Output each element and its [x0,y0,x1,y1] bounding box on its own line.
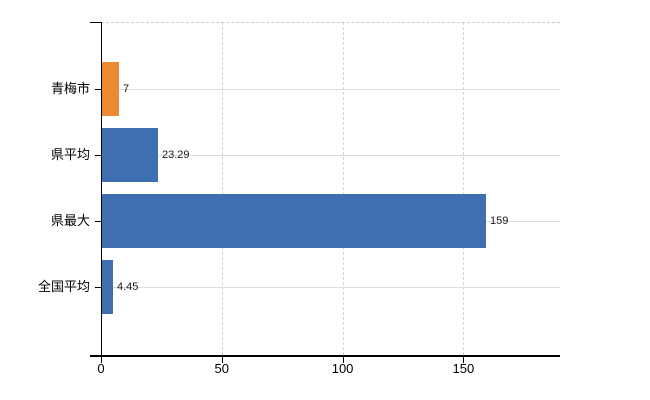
bar-value-label: 4.45 [117,281,139,293]
y-axis [101,22,102,355]
bar [102,194,486,248]
category-label: 全国平均 [37,279,90,294]
category-tick [95,89,101,90]
plot-top-border [101,22,560,23]
x-tick [342,357,344,363]
category-gridline [101,89,560,90]
x-tick [101,357,102,363]
bar [102,62,119,116]
gridline-vertical [221,22,223,355]
bar-value-label: 159 [490,215,509,227]
x-tick [463,357,465,363]
bar [102,128,158,182]
x-tick-label: 100 [331,361,354,376]
x-tick-label: 50 [214,361,230,376]
category-gridline [101,287,560,288]
bar-value-label: 7 [123,83,130,95]
category-tick [95,221,101,222]
bar-value-label: 23.29 [162,149,190,161]
y-axis-top-tick [90,22,101,23]
gridline-vertical [463,22,465,355]
category-label: 県平均 [50,147,90,162]
category-label: 青梅市 [50,81,90,96]
gridline-vertical [342,22,344,355]
x-axis [90,355,560,357]
category-gridline [101,155,560,156]
bar [102,260,113,314]
x-tick-label: 0 [97,361,105,376]
category-tick [95,287,101,288]
category-tick [95,155,101,156]
category-label: 県最大 [50,213,90,228]
x-tick-label: 150 [452,361,475,376]
x-tick [221,357,223,363]
